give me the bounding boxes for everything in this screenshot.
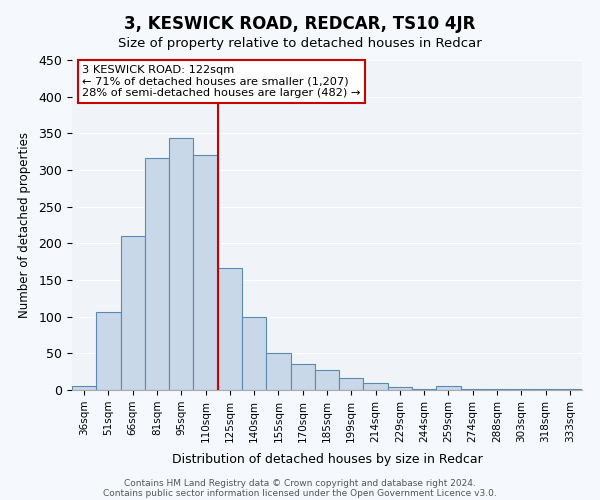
Bar (290, 364, 315, 390)
Y-axis label: Number of detached properties: Number of detached properties (19, 132, 31, 318)
Bar (145, 158, 169, 390)
Bar (96, 312, 121, 390)
Bar (388, 387, 412, 390)
Text: 3, KESWICK ROAD, REDCAR, TS10 4JR: 3, KESWICK ROAD, REDCAR, TS10 4JR (124, 15, 476, 33)
Bar (339, 378, 364, 390)
Text: Size of property relative to detached houses in Redcar: Size of property relative to detached ho… (118, 38, 482, 51)
Bar (193, 154, 218, 390)
Bar (169, 138, 193, 390)
Text: Contains HM Land Registry data © Crown copyright and database right 2024.: Contains HM Land Registry data © Crown c… (124, 478, 476, 488)
Bar (121, 236, 145, 390)
Bar (72, 386, 96, 390)
Text: Contains public sector information licensed under the Open Government Licence v3: Contains public sector information licen… (103, 488, 497, 498)
Bar (218, 268, 242, 390)
Bar (412, 388, 436, 390)
Bar (364, 384, 388, 390)
X-axis label: Distribution of detached houses by size in Redcar: Distribution of detached houses by size … (172, 453, 482, 466)
Text: 3 KESWICK ROAD: 122sqm
← 71% of detached houses are smaller (1,207)
28% of semi-: 3 KESWICK ROAD: 122sqm ← 71% of detached… (82, 65, 361, 98)
Bar (461, 388, 485, 390)
Bar (315, 370, 339, 390)
Bar (266, 352, 290, 390)
Bar (242, 318, 266, 390)
Bar (436, 386, 461, 390)
